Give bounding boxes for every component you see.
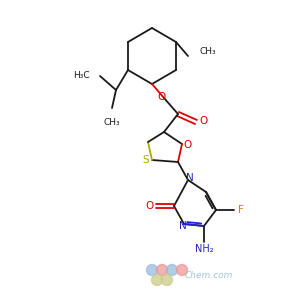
Circle shape: [167, 265, 178, 275]
Text: H₃C: H₃C: [74, 71, 90, 80]
Text: N: N: [186, 173, 194, 183]
Circle shape: [157, 265, 167, 275]
Text: S: S: [143, 155, 149, 165]
Text: CH₃: CH₃: [104, 118, 120, 127]
Text: O: O: [183, 140, 191, 150]
Circle shape: [152, 274, 163, 286]
Text: O: O: [145, 201, 153, 211]
Circle shape: [146, 265, 158, 275]
Text: F: F: [238, 205, 244, 215]
Text: O: O: [199, 116, 207, 126]
Text: Chem.com: Chem.com: [185, 271, 233, 280]
Text: N: N: [179, 221, 187, 231]
Text: CH₃: CH₃: [200, 47, 217, 56]
Text: O: O: [157, 92, 165, 102]
Circle shape: [161, 274, 172, 286]
Text: NH₂: NH₂: [195, 244, 213, 254]
Circle shape: [176, 265, 188, 275]
